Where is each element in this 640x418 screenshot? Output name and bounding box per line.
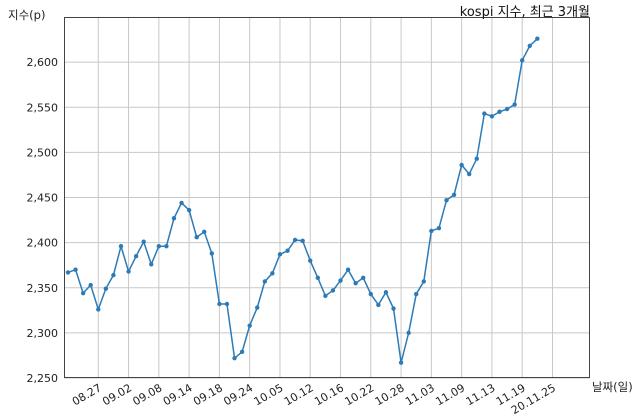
data-point <box>73 267 78 272</box>
data-point <box>368 291 373 297</box>
data-point <box>300 238 305 244</box>
data-point <box>186 207 192 213</box>
data-point <box>345 267 351 272</box>
data-point <box>451 192 457 197</box>
y-tick-label: 2,350 <box>27 282 59 295</box>
data-point <box>149 262 154 267</box>
data-point <box>277 252 283 257</box>
data-point <box>224 301 230 307</box>
y-axis-ticks: 2,250 2,300 2,350 2,400 2,450 2,500 2,550 2,600 <box>27 56 59 385</box>
plot-frame <box>64 17 590 378</box>
data-point <box>80 290 86 296</box>
data-point <box>217 301 222 307</box>
x-tick-label: 09.18 <box>191 381 225 408</box>
y-tick-label: 2,250 <box>27 372 59 385</box>
data-point <box>209 251 215 256</box>
y-tick-label: 2,400 <box>27 237 59 250</box>
data-points <box>65 36 540 365</box>
x-tick-label: 08.27 <box>70 381 104 408</box>
data-point <box>315 275 321 281</box>
data-point <box>164 244 169 249</box>
data-point <box>436 225 442 231</box>
grid-lines <box>64 17 590 379</box>
data-point <box>285 248 290 253</box>
data-point <box>292 237 298 243</box>
data-point <box>414 291 419 297</box>
data-point <box>444 198 449 203</box>
data-point <box>171 216 177 221</box>
data-point <box>262 279 268 284</box>
data-point <box>398 360 404 365</box>
data-point <box>497 109 502 114</box>
data-point <box>111 272 116 278</box>
x-tick-label: 09.14 <box>161 381 195 408</box>
data-point <box>103 286 109 291</box>
data-point <box>520 58 525 63</box>
data-point <box>535 36 540 41</box>
data-point <box>270 271 275 276</box>
x-axis-ticks: 08.2709.0209.0809.1409.1809.2410.0510.12… <box>70 381 558 417</box>
x-tick-label: 11.03 <box>403 381 437 408</box>
data-point <box>489 114 495 119</box>
x-tick-label: 09.02 <box>100 381 134 408</box>
data-point <box>338 278 343 283</box>
data-point <box>65 270 71 275</box>
data-point <box>421 279 426 284</box>
data-point <box>512 102 517 107</box>
y-tick-label: 2,550 <box>27 101 59 114</box>
data-point <box>504 106 510 112</box>
y-tick-label: 2,450 <box>27 192 59 205</box>
x-tick-label: 09.08 <box>131 381 165 408</box>
data-point <box>527 43 532 49</box>
data-point <box>88 282 93 288</box>
data-point <box>247 323 252 328</box>
x-tick-label: 11.09 <box>433 381 467 408</box>
data-point <box>156 244 162 249</box>
data-point <box>459 162 464 168</box>
data-point <box>255 305 260 310</box>
data-point <box>118 244 124 249</box>
data-point <box>179 200 184 206</box>
x-axis-label: 날짜(일) <box>592 380 633 394</box>
y-tick-label: 2,300 <box>27 327 59 340</box>
data-point <box>406 330 411 336</box>
data-point <box>141 239 146 244</box>
data-point <box>361 275 366 281</box>
data-point <box>232 355 237 361</box>
data-point <box>482 111 487 116</box>
data-point <box>239 349 245 355</box>
y-tick-label: 2,600 <box>27 56 59 69</box>
x-tick-label: 10.22 <box>343 381 377 408</box>
data-point <box>330 288 336 293</box>
series-line <box>67 38 538 363</box>
data-point <box>467 171 472 177</box>
data-point <box>376 302 381 308</box>
x-tick-label: 10.16 <box>312 381 346 408</box>
data-point <box>202 229 207 234</box>
data-point <box>391 306 396 311</box>
data-point <box>353 281 358 286</box>
x-tick-label: 10.05 <box>252 381 286 408</box>
x-tick-label: 10.12 <box>282 381 316 408</box>
data-point <box>96 307 101 312</box>
data-point <box>474 156 479 161</box>
x-tick-label: 10.28 <box>373 381 407 408</box>
data-point <box>308 258 313 263</box>
data-point <box>194 235 199 240</box>
data-point <box>133 253 139 259</box>
y-tick-label: 2,500 <box>27 146 59 159</box>
data-point <box>323 293 328 299</box>
chart-title: kospi 지수, 최근 3개월 <box>460 5 590 20</box>
data-point <box>383 290 389 295</box>
y-axis-label: 지수(p) <box>8 8 45 22</box>
x-tick-label: 11.13 <box>464 381 498 408</box>
x-tick-label: 09.24 <box>221 381 255 408</box>
data-point <box>429 228 434 234</box>
data-point <box>126 269 131 274</box>
